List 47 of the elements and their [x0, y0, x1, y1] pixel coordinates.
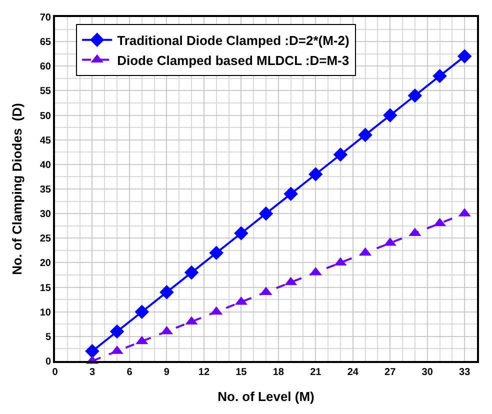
point — [284, 186, 298, 202]
x-axis-title: No. of Level (M) — [218, 389, 314, 404]
legend-label: Traditional Diode Clamped :D=2*(M-2) — [117, 32, 350, 48]
point — [382, 108, 398, 122]
y-axis-title: No. of Clamping Diodes (D) — [9, 103, 24, 275]
y-tick-label: 55 — [40, 86, 52, 98]
y-tick-label: 5 — [45, 332, 52, 343]
x-tick-label: 18 — [272, 367, 284, 378]
y-tick-label: 20 — [40, 258, 52, 270]
x-tick-label: 15 — [236, 367, 248, 378]
y-tick-label: 50 — [40, 110, 52, 122]
x-tick-label: 33 — [459, 367, 471, 378]
y-tick-label: 35 — [40, 184, 52, 196]
x-tick-label: 27 — [384, 367, 396, 378]
x-tick-label: 3 — [89, 367, 96, 378]
point — [408, 88, 422, 103]
x-tick-label: 0 — [52, 367, 58, 378]
y-tick-label: 25 — [40, 234, 52, 245]
x-tick-label: 24 — [347, 367, 359, 378]
y-tick-label: 10 — [40, 307, 52, 318]
x-tick-label: 9 — [164, 367, 170, 378]
point — [134, 304, 150, 320]
point — [432, 68, 447, 84]
x-tick-label: 6 — [126, 367, 133, 378]
legend-label: Diode Clamped based MLDCL :D=M-3 — [117, 52, 350, 68]
x-tick-label: 21 — [310, 367, 322, 378]
point — [184, 265, 199, 280]
y-tick-label: 0 — [45, 356, 52, 368]
y-tick-label: 40 — [40, 160, 52, 171]
point — [110, 324, 124, 339]
point — [234, 226, 248, 240]
x-tick-label: 12 — [198, 367, 210, 378]
y-tick-label: 65 — [40, 37, 52, 48]
point — [160, 285, 174, 300]
point — [85, 344, 100, 358]
point — [308, 167, 323, 182]
point — [457, 49, 472, 64]
point — [258, 206, 274, 221]
x-tick-label: 30 — [422, 367, 434, 378]
y-tick-label: 60 — [40, 62, 52, 73]
y-tick-label: 15 — [40, 282, 52, 294]
y-tick-label: 30 — [40, 209, 52, 220]
point — [209, 246, 224, 260]
y-tick-label: 70 — [40, 12, 52, 24]
point — [358, 128, 372, 142]
y-tick-label: 45 — [40, 135, 52, 146]
point — [333, 147, 348, 162]
